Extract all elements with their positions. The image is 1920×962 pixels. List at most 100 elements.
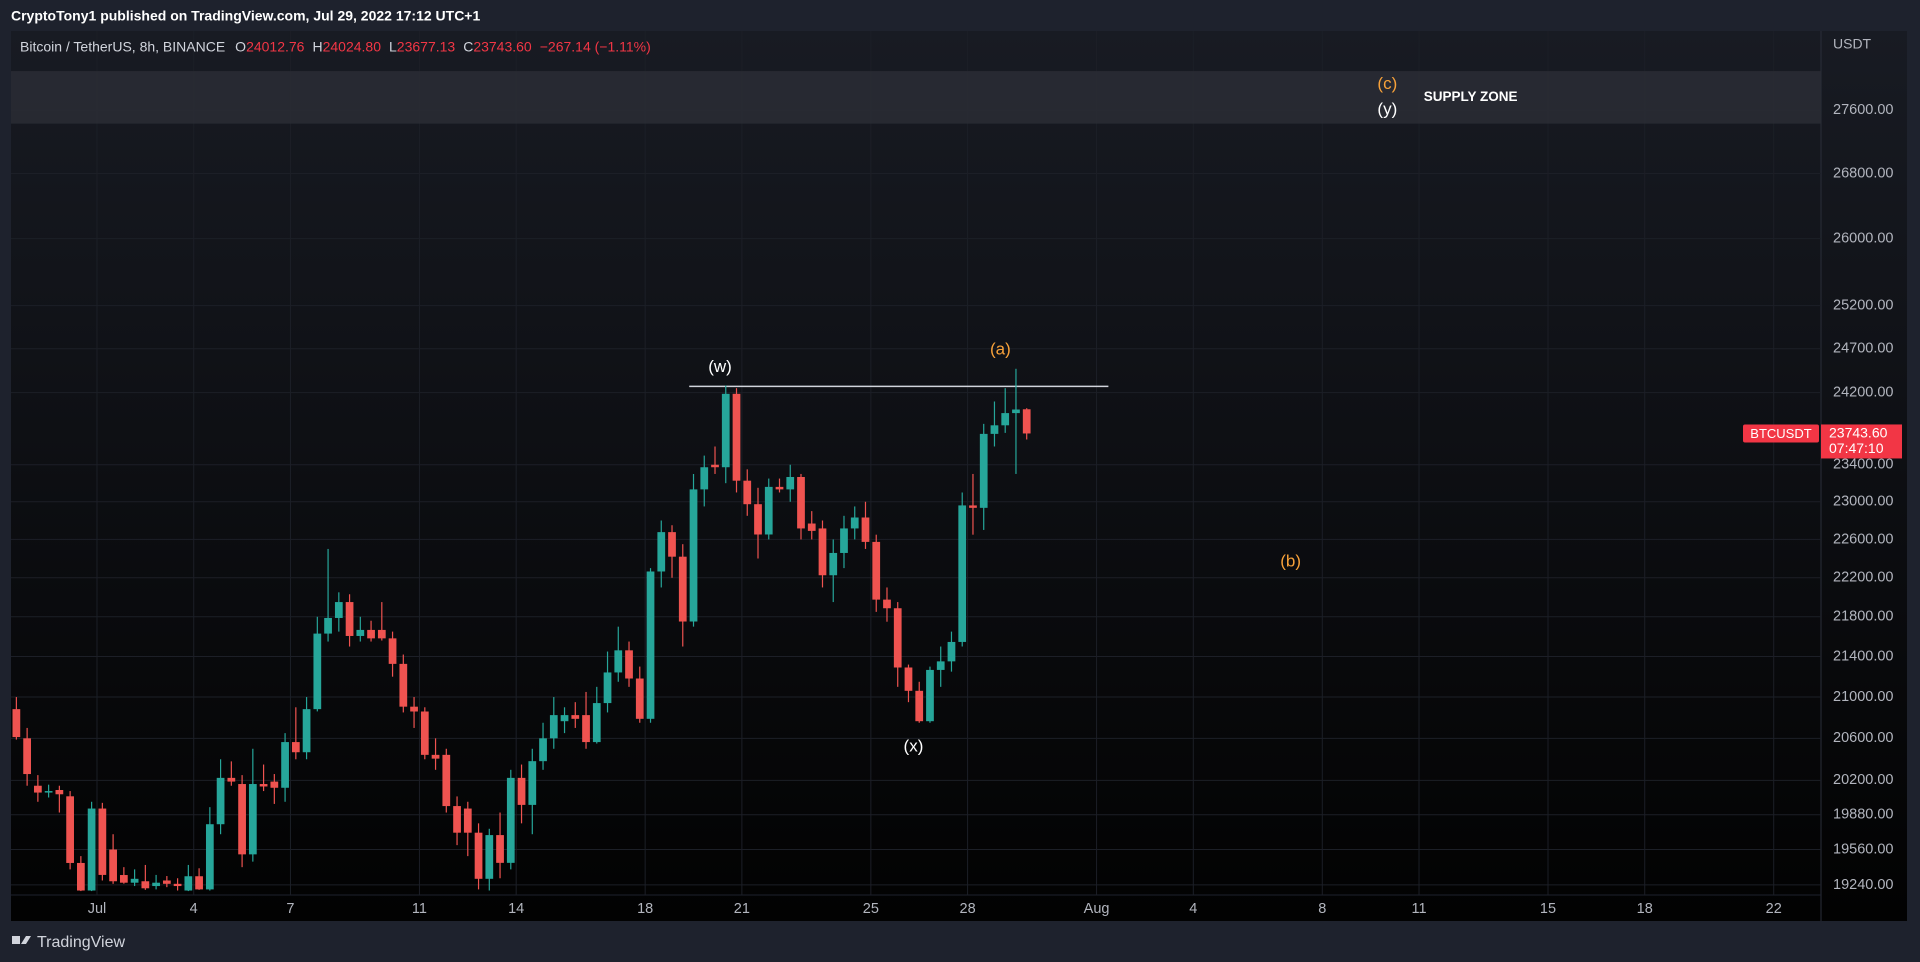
candle-body <box>474 832 483 879</box>
candle-body <box>356 629 365 636</box>
ohlc-key: C <box>463 39 473 55</box>
countdown-label: 07:47:10 <box>1829 440 1884 456</box>
candle-body <box>958 505 967 642</box>
y-tick-label: 25200.00 <box>1833 298 1893 314</box>
candle-body <box>377 629 386 639</box>
x-tick-label: Jul <box>88 901 107 917</box>
candle-body <box>904 667 913 691</box>
axis-unit: USDT <box>1833 36 1872 52</box>
x-tick-label: 8 <box>1318 901 1326 917</box>
x-tick-label: 18 <box>1637 901 1653 917</box>
x-tick-label: 11 <box>412 901 427 917</box>
candle-body <box>152 882 160 887</box>
ohlc-key: O <box>235 39 246 55</box>
candle-body <box>281 742 289 788</box>
candle-body <box>98 808 107 875</box>
y-tick-label: 19560.00 <box>1833 841 1893 857</box>
candle-body <box>657 532 666 572</box>
candle-body <box>571 715 580 719</box>
candle-body <box>603 672 612 704</box>
candle-body <box>861 517 870 542</box>
candle-body <box>367 629 375 639</box>
x-tick-label: 14 <box>508 901 524 917</box>
candle-body <box>979 433 988 508</box>
y-tick-label: 19240.00 <box>1833 877 1893 893</box>
candle-body <box>969 505 977 508</box>
symbol-label: BTCUSDT <box>1750 426 1811 441</box>
wave-label: (x) <box>904 736 924 755</box>
candle-body <box>915 690 924 722</box>
candle-body <box>872 541 881 600</box>
x-tick-label: 21 <box>734 901 750 917</box>
candle-body <box>840 528 848 553</box>
candle-body <box>44 791 53 793</box>
symbol-title: Bitcoin / TetherUS, 8h, BINANCE <box>20 39 225 55</box>
candle-body <box>646 571 655 719</box>
candle-body <box>431 754 440 759</box>
supply-zone <box>11 71 1821 124</box>
y-tick-label: 20200.00 <box>1833 772 1893 788</box>
y-tick-label: 24200.00 <box>1833 384 1893 400</box>
x-tick-label: 25 <box>863 901 879 917</box>
candle-body <box>259 784 268 787</box>
candle-body <box>1001 413 1010 426</box>
change: −267.14 (−1.11%) <box>540 39 651 55</box>
candle-body <box>592 703 601 743</box>
y-tick-label: 21800.00 <box>1833 609 1893 625</box>
ohlc-key: L <box>389 39 397 55</box>
x-tick-label: 11 <box>1411 901 1426 917</box>
candle-body <box>829 552 838 576</box>
published-by: CryptoTony1 published on TradingView.com… <box>11 8 480 24</box>
candle-body <box>990 425 999 434</box>
chart-area <box>11 31 1907 921</box>
candle-body <box>463 808 472 833</box>
x-tick-label: 4 <box>1189 901 1197 917</box>
candle-body <box>324 617 332 634</box>
candle-body <box>517 777 526 805</box>
y-tick-label: 23400.00 <box>1833 457 1893 473</box>
candle-body <box>926 669 934 722</box>
candle-body <box>302 709 311 753</box>
candle-body <box>893 608 902 668</box>
candle-body <box>291 742 300 753</box>
candle-body <box>807 523 816 531</box>
candle-body <box>34 785 42 793</box>
candle-body <box>420 711 429 755</box>
candle-body <box>130 878 139 883</box>
candle-body <box>345 602 354 636</box>
candle-body <box>775 486 784 490</box>
candle-body <box>786 476 795 490</box>
candles <box>12 368 1031 892</box>
candle-body <box>635 678 644 719</box>
candle-body <box>162 880 171 884</box>
candle-body <box>743 480 752 505</box>
x-tick-label: 22 <box>1766 901 1782 917</box>
candle-body <box>1012 409 1020 414</box>
candle-body <box>195 876 203 890</box>
candle-body <box>732 393 741 481</box>
candle-body <box>388 638 397 664</box>
ohlc-value: 23677.13 <box>397 39 456 55</box>
candle-body <box>528 761 537 805</box>
candle-body <box>313 633 322 710</box>
candle-body <box>184 876 193 891</box>
candle-body <box>539 738 547 762</box>
x-tick-label: 28 <box>960 901 976 917</box>
candle-body <box>485 835 494 879</box>
candle-body <box>141 881 150 889</box>
y-tick-label: 19880.00 <box>1833 807 1893 823</box>
candle-body <box>506 777 515 863</box>
wave-label: (c) <box>1377 74 1397 93</box>
y-tick-label: 22600.00 <box>1833 531 1893 547</box>
candle-body <box>614 650 623 673</box>
candle-body <box>754 504 762 535</box>
wave-label: (a) <box>990 340 1011 359</box>
symbol-label-bg <box>1743 424 1819 443</box>
ohlc-value: 24012.76 <box>246 39 305 55</box>
candle-body <box>173 883 182 887</box>
candle-body <box>453 806 461 833</box>
candle-body <box>947 641 956 662</box>
candle-body <box>764 486 773 535</box>
y-tick-label: 21000.00 <box>1833 689 1893 705</box>
